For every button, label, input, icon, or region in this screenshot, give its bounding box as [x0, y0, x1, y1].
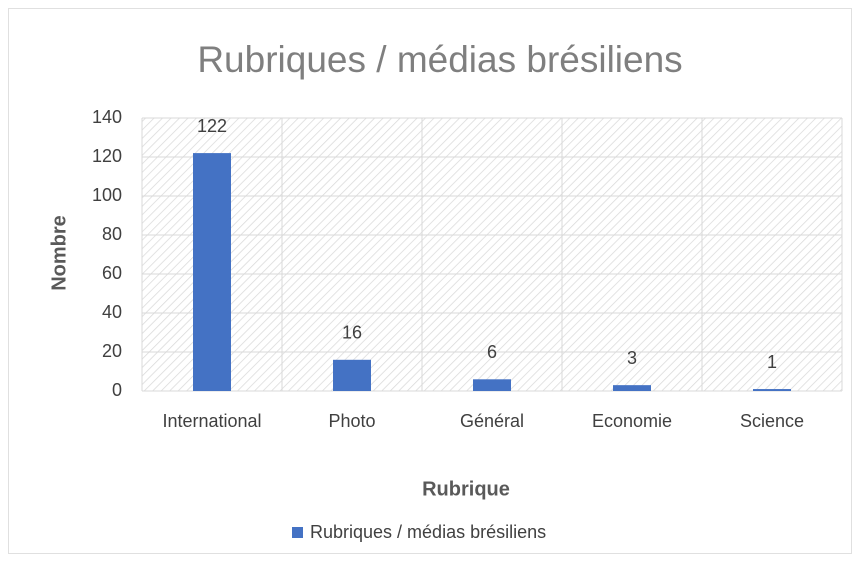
data-label: 122 [197, 116, 227, 136]
data-label: 16 [342, 323, 362, 343]
y-tick-label: 60 [102, 263, 122, 283]
y-tick-label: 100 [92, 185, 122, 205]
legend-label: Rubriques / médias brésiliens [310, 522, 546, 542]
y-axis-label: Nombre [48, 215, 70, 291]
x-tick-label: Science [740, 411, 804, 431]
bar [333, 359, 371, 391]
bar [613, 385, 651, 391]
y-tick-label: 140 [92, 107, 122, 127]
y-tick-label: 0 [112, 380, 122, 400]
data-label: 6 [487, 342, 497, 362]
bar [193, 153, 231, 391]
x-tick-label: Economie [592, 411, 672, 431]
y-tick-label: 120 [92, 146, 122, 166]
y-tick-label: 80 [102, 224, 122, 244]
x-axis-label: Rubrique [422, 478, 510, 500]
data-label: 1 [767, 352, 777, 372]
x-tick-label: Général [460, 411, 524, 431]
bar [753, 389, 791, 391]
y-tick-label: 40 [102, 302, 122, 322]
data-label: 3 [627, 348, 637, 368]
plot-area [142, 118, 842, 391]
x-tick-label: International [162, 411, 261, 431]
legend-swatch [292, 527, 303, 538]
chart-title: Rubriques / médias brésiliens [197, 39, 682, 80]
x-tick-label: Photo [328, 411, 375, 431]
y-tick-label: 20 [102, 341, 122, 361]
bar [473, 379, 511, 391]
